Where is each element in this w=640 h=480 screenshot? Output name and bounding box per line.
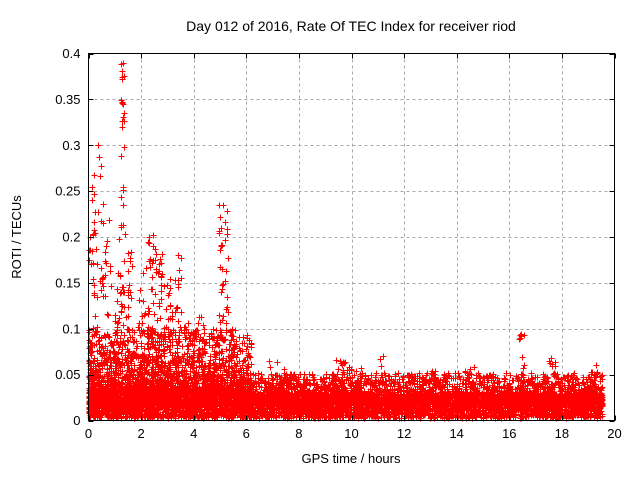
x-tick-label: 6 — [243, 426, 250, 441]
x-tick-label: 18 — [555, 426, 569, 441]
y-tick-label: 0.25 — [55, 184, 80, 199]
y-axis-label: ROTI / TECUs — [9, 195, 24, 279]
y-tick-label: 0 — [73, 413, 80, 428]
x-tick-label: 12 — [397, 426, 411, 441]
y-tick-label: 0.35 — [55, 92, 80, 107]
chart-title: Day 012 of 2016, Rate Of TEC Index for r… — [186, 18, 516, 34]
x-tick-label: 16 — [502, 426, 516, 441]
x-tick-label: 10 — [344, 426, 358, 441]
axis-ticks — [88, 53, 616, 422]
x-tick-label: 0 — [85, 426, 92, 441]
y-tick-label: 0.2 — [62, 230, 80, 245]
x-axis-label: GPS time / hours — [302, 451, 401, 466]
y-tick-label: 0.4 — [62, 46, 80, 61]
x-tick-label: 4 — [190, 426, 197, 441]
y-tick-label: 0.05 — [55, 367, 80, 382]
grid-lines — [88, 53, 615, 421]
tick-marks-path — [88, 53, 616, 422]
y-tick-label: 0.1 — [62, 321, 80, 336]
roti-plus-markers — [86, 60, 606, 422]
x-tick-label: 14 — [449, 426, 463, 441]
y-tick-label: 0.3 — [62, 138, 80, 153]
x-tick-labels: 0 2 4 6 8 10 12 14 16 18 20 — [85, 426, 622, 441]
grid-dashed-path — [88, 53, 615, 421]
x-tick-label: 2 — [137, 426, 144, 441]
data-points-roti — [86, 60, 606, 422]
x-tick-label: 8 — [295, 426, 302, 441]
x-tick-label: 20 — [607, 426, 621, 441]
y-tick-labels: 0 0.05 0.1 0.15 0.2 0.25 0.3 0.35 0.4 — [55, 46, 80, 428]
y-tick-label: 0.15 — [55, 275, 80, 290]
